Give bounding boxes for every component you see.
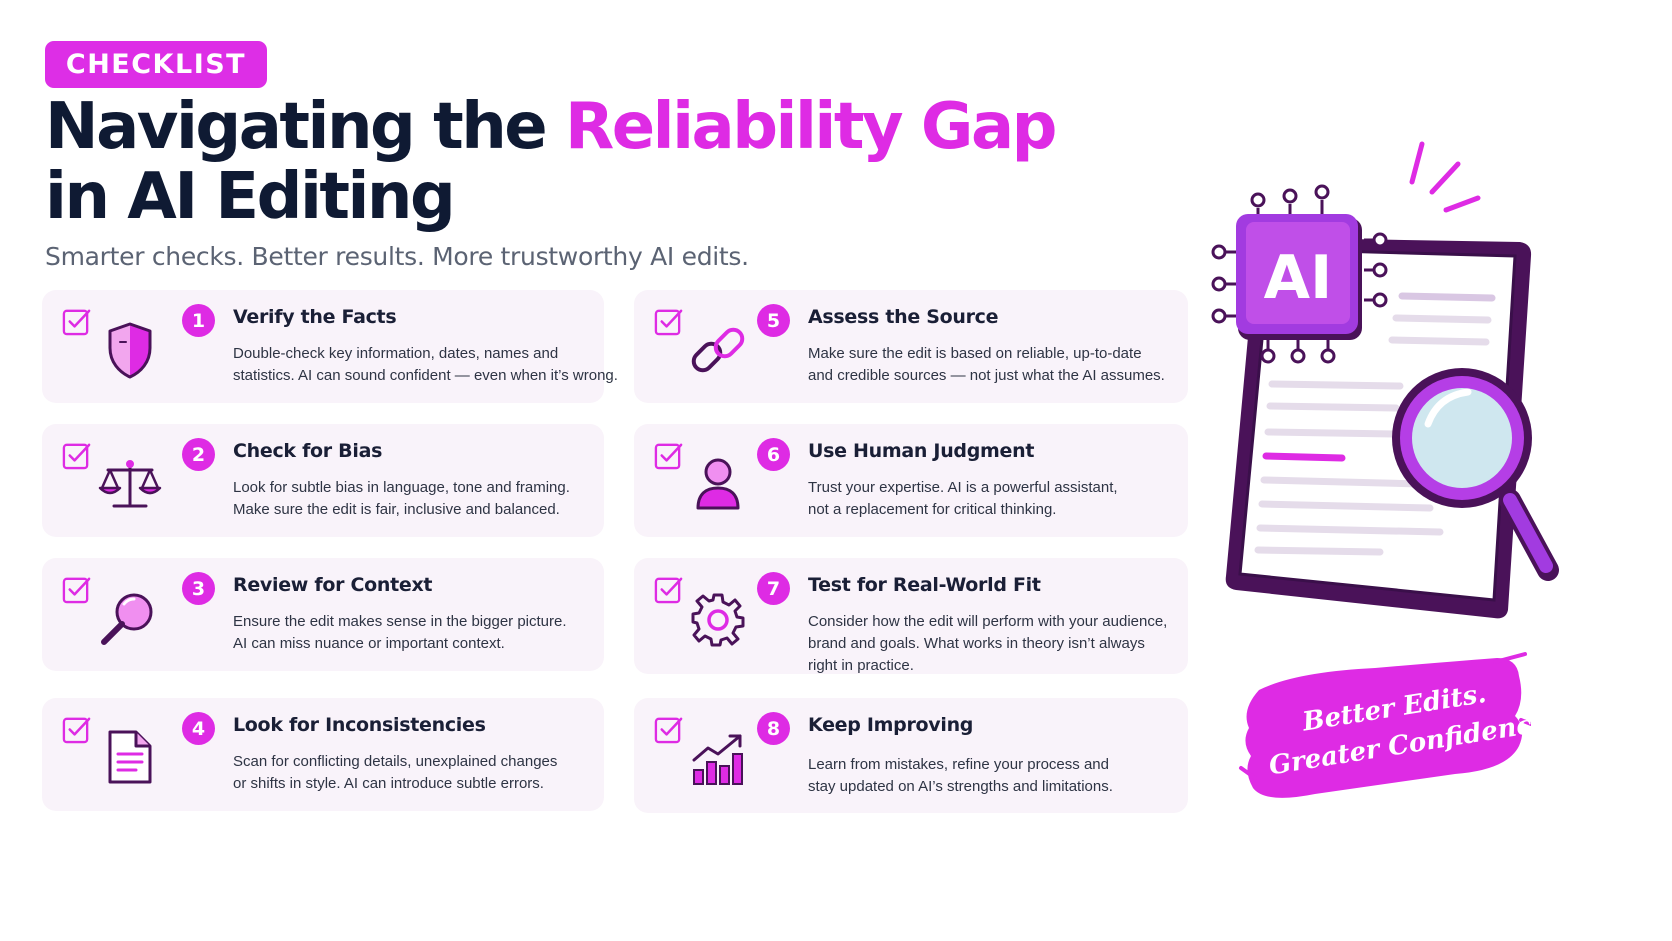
step-number: 4 [182, 712, 215, 745]
checklist-card-2: 2 Check for Bias Look for subtle bias in… [42, 424, 604, 537]
card-description: Make sure the edit is based on reliable,… [808, 345, 1165, 384]
magnifier-icon [101, 593, 153, 645]
checkbox-checked-icon[interactable] [653, 440, 684, 471]
card-title: Look for Inconsistencies [233, 714, 486, 736]
checkbox-checked-icon[interactable] [653, 714, 684, 745]
title-line2: in AI Editing [45, 160, 456, 234]
scale-icon [98, 460, 162, 508]
card-description: Learn from mistakes, refine your process… [808, 756, 1113, 795]
card-title: Review for Context [233, 574, 433, 596]
person-icon [696, 458, 740, 510]
checkbox-checked-icon[interactable] [653, 574, 684, 605]
card-title: Test for Real-World Fit [808, 574, 1041, 596]
step-number: 5 [757, 304, 790, 337]
magnifier-glass [1392, 368, 1559, 581]
document-lines [1254, 292, 1496, 556]
card-title: Assess the Source [808, 306, 999, 328]
step-number: 3 [182, 572, 215, 605]
step-number: 6 [757, 438, 790, 471]
checklist-card-5: 5 Assess the Source Make sure the edit i… [634, 290, 1188, 403]
checklist-card-7: 7 Test for Real-World Fit Consider how t… [634, 558, 1188, 674]
checklist-card-4: 4 Look for Inconsistencies Scan for conf… [42, 698, 604, 811]
checkbox-checked-icon[interactable] [653, 306, 684, 337]
step-number: 2 [182, 438, 215, 471]
card-title: Use Human Judgment [808, 440, 1035, 462]
ai-document-illustration: AI [1211, 141, 1559, 619]
checkbox-checked-icon[interactable] [61, 574, 92, 605]
checkbox-checked-icon[interactable] [61, 306, 92, 337]
title-part1: Navigating the [45, 90, 565, 164]
checkbox-checked-icon[interactable] [61, 714, 92, 745]
chip-pins [1211, 184, 1388, 364]
step-number: 8 [757, 712, 790, 745]
slogan-stamp: Better Edits. Greater Confidence. [1239, 652, 1531, 798]
card-description: Trust your expertise. AI is a powerful a… [808, 479, 1118, 518]
card-title: Keep Improving [808, 714, 974, 736]
card-description: Scan for conflicting details, unexplaine… [233, 753, 558, 792]
brush-stroke [1245, 658, 1523, 798]
card-description: Look for subtle bias in language, tone a… [233, 479, 570, 518]
document-icon [108, 730, 152, 784]
checklist-badge: CHECKLIST [45, 41, 267, 88]
page-title: Navigating the Reliability Gap in AI Edi… [45, 92, 1125, 232]
checkbox-checked-icon[interactable] [61, 440, 92, 471]
gear-icon [691, 593, 745, 647]
growth-chart-icon [692, 734, 743, 785]
step-number: 1 [182, 304, 215, 337]
card-title: Check for Bias [233, 440, 383, 462]
card-description: Double-check key information, dates, nam… [233, 345, 618, 384]
subtitle: Smarter checks. Better results. More tru… [45, 242, 749, 271]
shield-icon [108, 322, 152, 379]
card-title: Verify the Facts [233, 306, 397, 328]
title-highlight: Reliability Gap [564, 90, 1058, 164]
checklist-card-3: 3 Review for Context Ensure the edit mak… [42, 558, 604, 671]
checklist-card-8: 8 Keep Improving Learn from mistakes, re… [634, 698, 1188, 813]
checklist-card-6: 6 Use Human Judgment Trust your expertis… [634, 424, 1188, 537]
step-number: 7 [757, 572, 790, 605]
checklist-card-1: 1 Verify the Facts Double-check key info… [42, 290, 618, 403]
card-description: Consider how the edit will perform with … [808, 613, 1168, 674]
card-description: Ensure the edit makes sense in the bigge… [233, 613, 567, 652]
chip-label: AI [1264, 243, 1333, 313]
spark-lines [1409, 141, 1481, 213]
link-icon [691, 327, 745, 373]
